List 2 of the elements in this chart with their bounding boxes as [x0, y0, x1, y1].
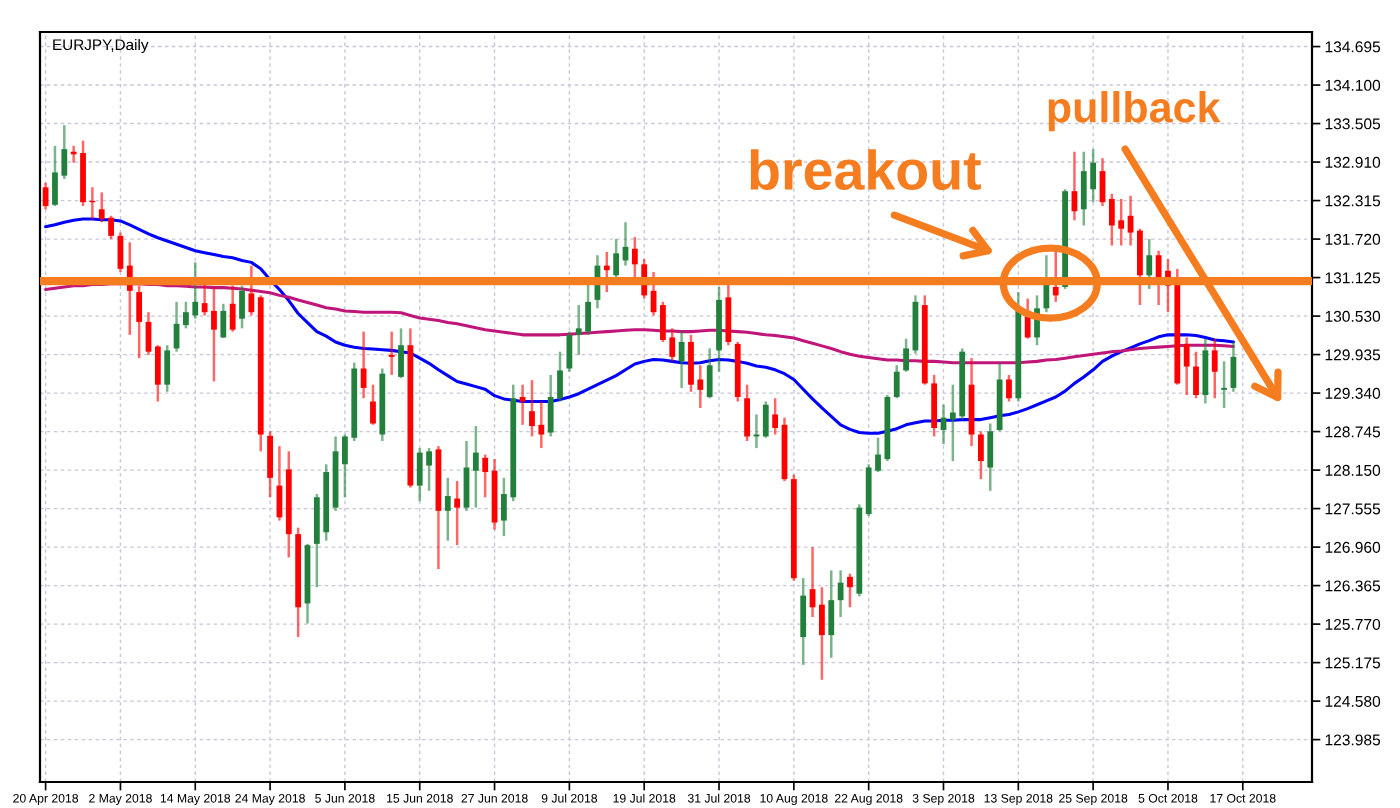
annotation: breakout — [750, 149, 981, 191]
annotation: pullback — [1048, 91, 1221, 132]
